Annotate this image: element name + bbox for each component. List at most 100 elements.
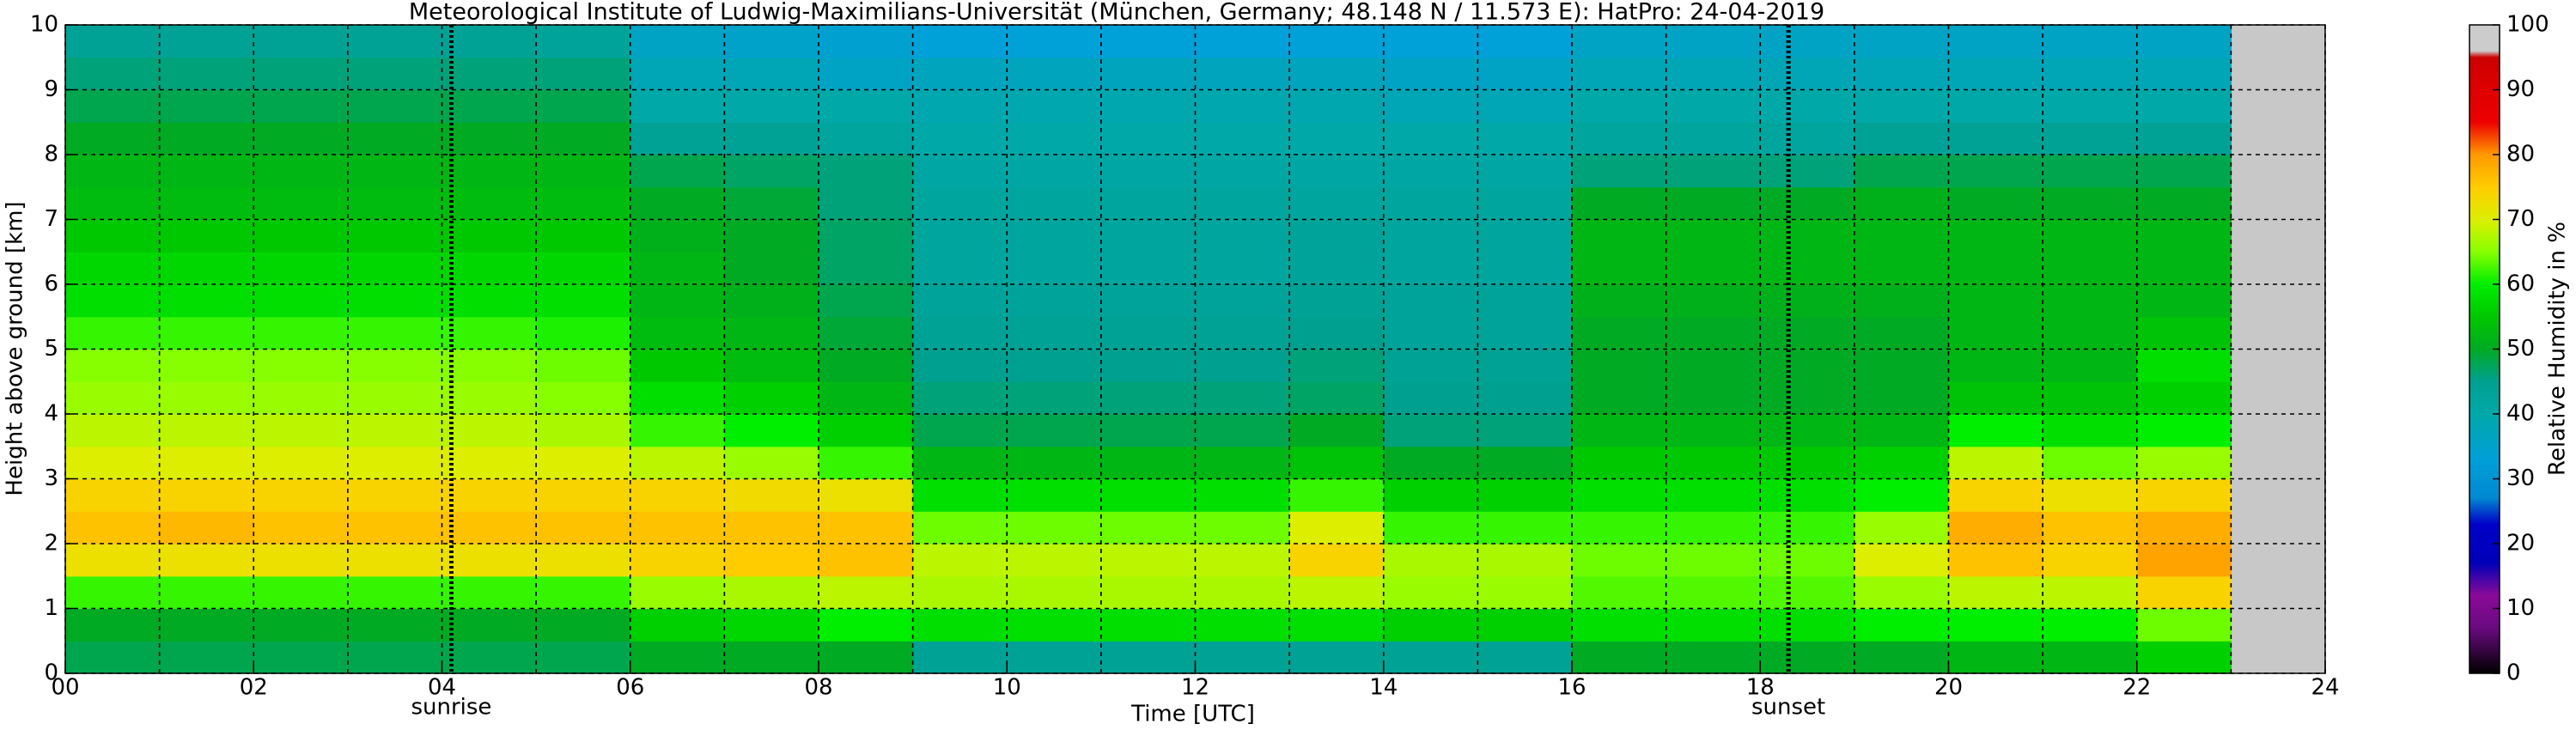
- heatmap-cell: [347, 186, 443, 221]
- colorbar-tick-label: 90: [2506, 76, 2535, 102]
- heatmap-cell: [630, 608, 725, 642]
- heatmap-cell: [724, 155, 819, 188]
- heatmap-cell: [819, 284, 914, 318]
- heatmap-cell: [65, 349, 161, 382]
- heatmap-cell: [1007, 316, 1102, 350]
- heatmap-cell: [442, 25, 537, 58]
- heatmap-cell: [1948, 186, 2043, 221]
- heatmap-cell: [1289, 575, 1385, 610]
- heatmap-cell: [65, 252, 161, 285]
- heatmap-cell: [2136, 446, 2232, 480]
- heatmap-cell: [1477, 186, 1573, 221]
- heatmap-cell: [2136, 478, 2232, 512]
- heatmap-cell: [1007, 25, 1102, 58]
- heatmap-cell: [1100, 478, 1197, 512]
- y-tick-label: 2: [44, 531, 58, 557]
- heatmap-cell: [1760, 252, 1855, 285]
- heatmap-cell: [912, 381, 1008, 415]
- heatmap-cell: [536, 25, 631, 58]
- heatmap-cell: [630, 446, 725, 480]
- heatmap-cell: [253, 478, 349, 512]
- heatmap-cell: [2136, 25, 2232, 58]
- heatmap-cell: [724, 414, 819, 447]
- heatmap-cell: [347, 155, 443, 188]
- y-tick-label: 8: [44, 142, 58, 167]
- heatmap-cell: [1948, 122, 2043, 155]
- heatmap-cell: [253, 608, 349, 642]
- heatmap-cell: [724, 219, 819, 252]
- heatmap-cell: [1572, 122, 1667, 155]
- heatmap-cell: [442, 155, 537, 188]
- heatmap-cell: [536, 575, 631, 610]
- heatmap-cell: [1100, 608, 1197, 642]
- heatmap-cell: [2043, 284, 2138, 318]
- heatmap-cell: [1383, 122, 1478, 155]
- heatmap-cell: [1289, 414, 1385, 447]
- heatmap-cell: [912, 478, 1008, 512]
- heatmap-cell: [442, 414, 537, 447]
- heatmap-cell: [159, 544, 254, 577]
- x-tick-label: 02: [240, 675, 268, 701]
- heatmap-cell: [1195, 478, 1290, 512]
- heatmap-cell: [1289, 544, 1385, 577]
- heatmap-cell: [1666, 446, 1761, 480]
- heatmap-cell: [819, 186, 914, 221]
- heatmap-cell: [159, 122, 254, 155]
- heatmap-cell: [630, 57, 725, 91]
- heatmap-cell: [1289, 608, 1385, 642]
- heatmap-cell: [65, 284, 161, 318]
- heatmap-cell: [1854, 608, 1950, 642]
- x-tick-label: 06: [616, 675, 644, 701]
- heatmap-cell: [536, 89, 631, 123]
- heatmap-cell: [630, 641, 725, 674]
- heatmap-cell: [159, 219, 254, 252]
- heatmap-cell: [1666, 575, 1761, 610]
- heatmap-cell: [253, 381, 349, 415]
- heatmap-cell: [1007, 122, 1102, 155]
- heatmap-cell: [1854, 511, 1950, 544]
- heatmap-cell: [1854, 155, 1950, 188]
- heatmap-cell: [253, 219, 349, 252]
- y-tick-label: 3: [44, 465, 58, 491]
- y-tick-label: 1: [44, 595, 58, 621]
- heatmap-cell: [65, 446, 161, 480]
- heatmap-cell: [1760, 446, 1855, 480]
- heatmap-cell: [1007, 89, 1102, 123]
- heatmap-cell: [1383, 349, 1478, 382]
- heatmap-cell: [2136, 155, 2232, 188]
- heatmap-cell: [630, 544, 725, 577]
- heatmap-cell: [536, 219, 631, 252]
- heatmap-cell: [442, 349, 537, 382]
- heatmap-cell: [1195, 641, 1290, 674]
- colorbar-tick-label: 100: [2506, 12, 2549, 38]
- heatmap-cell: [724, 186, 819, 221]
- heatmap-cell: [1007, 219, 1102, 252]
- heatmap-cell: [1477, 284, 1573, 318]
- heatmap-cell: [630, 89, 725, 123]
- heatmap-cell: [1666, 219, 1761, 252]
- heatmap-cell: [630, 349, 725, 382]
- heatmap-cell: [1007, 511, 1102, 544]
- heatmap-cell: [536, 349, 631, 382]
- heatmap-cell: [1666, 414, 1761, 447]
- heatmap-cell: [630, 478, 725, 512]
- heatmap-cell: [253, 155, 349, 188]
- heatmap-cell: [1289, 641, 1385, 674]
- x-tick-label: 16: [1557, 675, 1586, 701]
- heatmap-cell: [1383, 57, 1478, 91]
- heatmap-cell: [819, 349, 914, 382]
- x-tick-label: 12: [1181, 675, 1209, 701]
- heatmap-cell: [1572, 478, 1667, 512]
- heatmap-cell: [2136, 316, 2232, 350]
- heatmap-cell: [1948, 349, 2043, 382]
- heatmap-cell: [1948, 511, 2043, 544]
- heatmap-cell: [1666, 349, 1761, 382]
- heatmap-cell: [442, 252, 537, 285]
- heatmap-cell: [1760, 25, 1855, 58]
- heatmap-cell: [1666, 641, 1761, 674]
- heatmap-cell: [1289, 219, 1385, 252]
- heatmap-cell: [1666, 89, 1761, 123]
- heatmap-cell: [1007, 641, 1102, 674]
- heatmap-cell: [1195, 608, 1290, 642]
- heatmap-cell: [1289, 511, 1385, 544]
